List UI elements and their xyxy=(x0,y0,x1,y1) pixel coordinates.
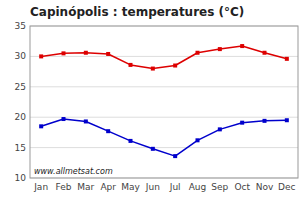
marker xyxy=(240,44,244,48)
x-tick-label: Dec xyxy=(278,182,295,192)
x-tick-label: Jun xyxy=(145,182,160,192)
marker xyxy=(196,138,200,142)
y-tick-label: 35 xyxy=(15,21,26,31)
marker xyxy=(240,121,244,125)
marker xyxy=(62,51,66,55)
grid-line xyxy=(30,56,298,57)
x-tick-label: Aug xyxy=(189,182,207,192)
x-tick-label: Jul xyxy=(169,182,181,192)
y-tick-label: 10 xyxy=(15,173,27,183)
x-tick-label: May xyxy=(121,182,140,192)
grid-line xyxy=(30,117,298,118)
marker xyxy=(129,63,133,67)
plot-area xyxy=(39,44,289,158)
marker xyxy=(285,57,289,61)
x-tick-label: Nov xyxy=(256,182,274,192)
marker xyxy=(151,147,155,151)
x-tick-label: Jan xyxy=(33,182,48,192)
marker xyxy=(39,54,43,58)
y-tick-label: 25 xyxy=(15,82,26,92)
marker xyxy=(84,51,88,55)
x-tick-label: Sep xyxy=(211,182,228,192)
marker xyxy=(106,52,110,56)
x-tick-label: Mar xyxy=(77,182,94,192)
marker xyxy=(196,51,200,55)
line xyxy=(41,46,287,68)
x-tick-label: Feb xyxy=(56,182,72,192)
marker xyxy=(173,154,177,158)
marker xyxy=(218,47,222,51)
y-tick-label: 20 xyxy=(15,112,27,122)
grid-line xyxy=(30,147,298,148)
marker xyxy=(151,67,155,71)
marker xyxy=(263,119,267,123)
x-tick-label: Oct xyxy=(234,182,250,192)
marker xyxy=(129,139,133,143)
marker xyxy=(173,64,177,68)
y-tick-label: 30 xyxy=(15,51,27,61)
line xyxy=(41,119,287,156)
y-tick-label: 15 xyxy=(15,143,26,153)
marker xyxy=(84,119,88,123)
watermark: www.allmetsat.com xyxy=(34,167,113,176)
x-tick-label: Apr xyxy=(100,182,116,192)
title: Capinópolis : temperatures (°C) xyxy=(30,5,244,19)
marker xyxy=(263,51,267,55)
marker xyxy=(218,127,222,131)
marker xyxy=(62,117,66,121)
plot-frame xyxy=(30,26,298,178)
marker xyxy=(39,124,43,128)
marker xyxy=(285,118,289,122)
chart: Capinópolis : temperatures (°C) 10 15 20 25 3… xyxy=(0,0,305,200)
marker xyxy=(106,129,110,133)
grid-line xyxy=(30,86,298,87)
